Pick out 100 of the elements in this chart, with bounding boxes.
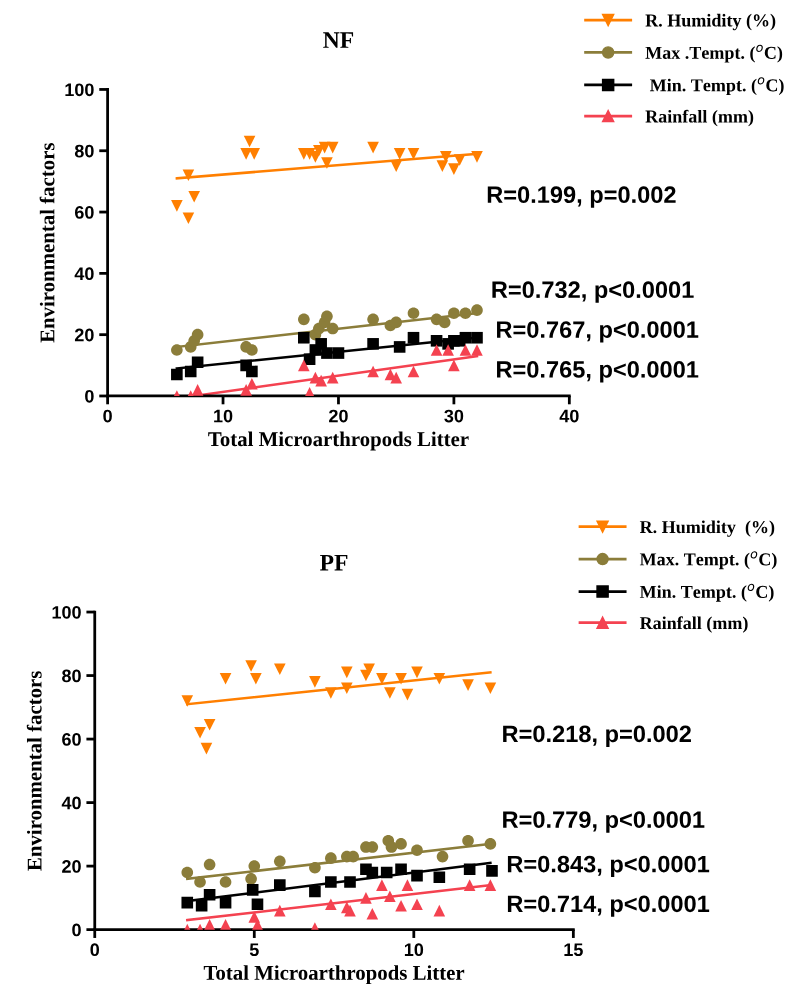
point [401,688,414,701]
point [171,344,183,356]
point [462,679,474,691]
point [321,347,333,359]
point [430,344,443,356]
point [181,866,194,879]
y-tick-label: 100 [52,605,81,619]
point [459,331,472,344]
point [245,873,257,885]
x-tick-label: 5 [249,943,259,957]
point [407,331,420,344]
y-tick-label: 60 [74,205,94,219]
point [395,672,407,685]
point [390,371,402,384]
point [250,672,262,685]
y-tick-label: 0 [85,389,94,403]
point [195,900,208,912]
point [309,861,321,874]
point [484,879,497,891]
point [459,307,472,320]
point [407,365,420,378]
point [203,718,216,731]
point [448,307,460,320]
point [471,151,483,163]
point [463,879,476,891]
point [411,844,423,857]
point [325,898,337,911]
point [453,154,466,166]
x-tick-label: 10 [404,943,424,957]
legend-label: Max. Tempt. ($^{o}$C) [639,551,777,570]
point [471,331,483,344]
point [384,687,396,699]
point [380,866,393,879]
x-tick-label: 15 [564,943,583,957]
y-tick-label: 40 [74,267,94,281]
point [438,316,451,329]
x-tick-label: 30 [444,409,464,423]
point [321,310,333,323]
point [471,344,483,356]
point [326,322,339,335]
point [360,892,372,904]
point [462,834,474,847]
annotation: R=0.779, p<0.0001 [503,811,705,833]
point [184,365,197,378]
point [326,141,339,154]
x-tick-label: 0 [103,409,112,423]
point [298,359,310,372]
legend-label: Max .Tempt. ($^{o}$C) [645,44,783,63]
point [341,666,353,679]
point [341,682,353,695]
point [194,876,206,888]
point [274,879,286,891]
y-tick-label: 0 [72,923,81,937]
legend-label: Min. Tempt. ($^{o}$C) [649,77,784,96]
point [366,866,379,879]
point [486,865,498,877]
point [200,742,213,755]
y-tick-label: 20 [62,860,81,873]
point [325,687,337,699]
point [191,384,204,396]
point [436,850,449,863]
point [442,344,454,356]
point [298,331,310,344]
point [326,371,339,384]
point [376,879,388,891]
point [325,852,337,864]
point [171,368,183,381]
annotation: R=0.714, p<0.0001 [507,895,710,917]
annotation: R=0.765, p<0.0001 [497,361,699,383]
point [246,344,258,356]
point [309,885,321,898]
legend-label: Rainfall (mm) [639,616,748,633]
point [367,141,379,154]
point [203,858,216,871]
point [463,863,476,876]
point [332,347,345,359]
x-tick-label: 40 [559,409,579,423]
point [245,660,257,672]
point [321,157,333,169]
point [411,869,423,882]
point [191,328,204,341]
y-tick-label: 80 [74,144,94,158]
point [367,365,379,378]
point [251,898,264,911]
point [219,672,232,685]
point [390,160,402,172]
y-axis-title: Environmental factors [26,671,42,871]
point [181,695,194,707]
point [433,672,446,685]
annotation: R=0.732, p<0.0001 [492,281,694,303]
point [393,341,406,353]
point [274,855,286,868]
annotation: R=0.218, p=0.002 [503,725,691,747]
point [191,356,204,369]
point [484,682,497,695]
point [390,316,402,329]
point [395,863,407,876]
point [363,663,375,676]
point [433,904,446,917]
point [188,190,200,203]
